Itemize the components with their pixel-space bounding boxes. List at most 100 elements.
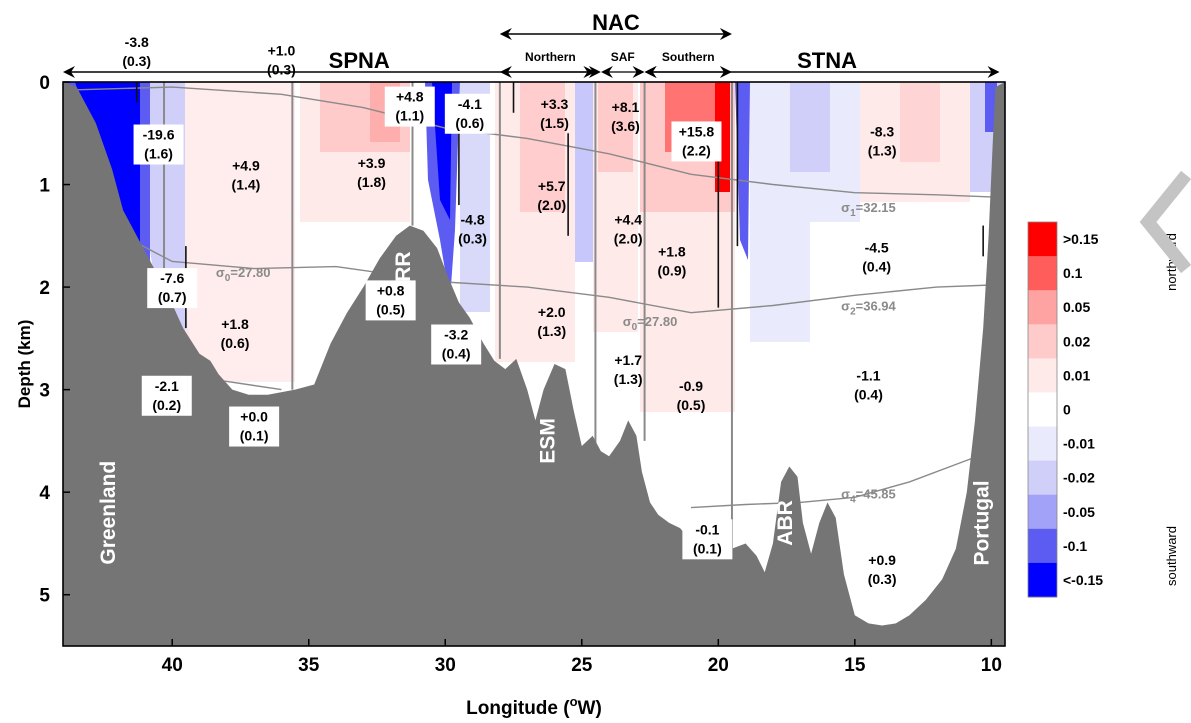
- transport-error: (1.3): [537, 323, 566, 339]
- transport-value: -19.6: [143, 127, 175, 143]
- colorbar-swatch: [1028, 426, 1057, 462]
- transport-value: +0.8: [377, 282, 405, 298]
- transport-value: +8.1: [612, 99, 640, 115]
- transport-value: +2.0: [538, 304, 566, 320]
- transport-error: (0.4): [442, 345, 471, 361]
- colorbar-bottom-label: southward: [1164, 526, 1179, 586]
- transport-value: -4.5: [865, 239, 889, 255]
- colorbar-swatch: [1028, 324, 1057, 359]
- transport-annotation: +15.8 (2.2): [671, 121, 722, 162]
- colorbar-swatch: [1028, 290, 1057, 325]
- transport-annotation: -7.6 (0.7): [147, 268, 198, 309]
- transport-value: +1.8: [658, 243, 686, 259]
- isopycnal-label: σ1=32.15: [841, 200, 896, 219]
- region-label: STNA: [797, 48, 857, 73]
- transport-error: (0.6): [455, 115, 484, 131]
- transport-value: -0.1: [695, 521, 719, 537]
- transport-value: +0.9: [868, 552, 896, 568]
- plot-frame: [62, 81, 1006, 647]
- transport-annotation: -3.8 (0.3): [122, 34, 151, 69]
- colorbar-label: 0.01: [1063, 367, 1090, 383]
- chevron-left-icon: [1139, 170, 1191, 274]
- transport-annotation: -2.1 (0.2): [141, 375, 192, 416]
- colorbar-label: >0.15: [1063, 231, 1099, 247]
- x-tick-label: 35: [298, 655, 320, 676]
- transport-value: +5.7: [538, 178, 566, 194]
- x-tick-label: 30: [435, 655, 456, 676]
- transport-value: -4.1: [458, 96, 482, 112]
- transport-value: -3.2: [444, 326, 468, 342]
- transport-error: (0.3): [267, 61, 296, 77]
- transport-error: (2.0): [537, 197, 566, 213]
- transport-annotation: +1.7 (1.3): [614, 352, 643, 387]
- transport-error: (0.3): [458, 231, 487, 247]
- x-tick-label: 15: [844, 655, 866, 676]
- topography-label: RR: [392, 251, 415, 281]
- transport-annotation: -4.1 (0.6): [444, 93, 495, 134]
- colorbar-label: -0.1: [1063, 538, 1087, 554]
- transport-annotation: +4.9 (1.4): [232, 157, 261, 192]
- x-tick-label: 40: [162, 655, 183, 676]
- colorbar-label: -0.05: [1063, 504, 1095, 520]
- transport-error: (0.2): [152, 397, 181, 413]
- isopycnal-line: [103, 224, 992, 314]
- colorbar-label: 0.05: [1063, 299, 1090, 315]
- y-tick-label: 2: [39, 278, 50, 299]
- transport-error: (0.7): [158, 289, 187, 305]
- colorbar-swatch: [1028, 460, 1057, 496]
- transport-value: +15.8: [679, 123, 715, 139]
- isopycnal-line: [690, 450, 992, 509]
- transport-value: -4.8: [461, 212, 485, 228]
- transport-error: (1.1): [395, 108, 424, 124]
- transport-error: (0.9): [657, 262, 686, 278]
- y-tick-label: 0: [39, 73, 50, 94]
- subregion-label: Northern: [525, 50, 576, 64]
- transport-annotation: +0.9 (0.3): [868, 552, 897, 587]
- transport-annotation: +5.7 (2.0): [537, 178, 566, 213]
- transport-value: +3.3: [541, 96, 569, 112]
- region-label: SPNA: [329, 48, 390, 73]
- transport-value: +1.7: [614, 352, 642, 368]
- transport-annotation: -3.2 (0.4): [431, 324, 482, 365]
- transport-value: +1.8: [221, 316, 249, 332]
- y-tick-label: 5: [39, 586, 50, 607]
- transport-error: (0.1): [240, 428, 269, 444]
- transport-annotation: +4.4 (2.0): [614, 212, 643, 247]
- transport-error: (0.5): [677, 397, 706, 413]
- transport-value: +3.9: [358, 155, 386, 171]
- transport-value: -8.3: [870, 123, 894, 139]
- transport-annotation: +3.9 (1.8): [357, 155, 386, 190]
- transport-value: -2.1: [155, 378, 179, 394]
- isopycnal-label: σ4=45.85: [841, 486, 896, 505]
- transport-value: +4.4: [614, 212, 642, 228]
- region-label: NAC: [592, 10, 640, 35]
- transport-error: (0.1): [693, 540, 722, 556]
- colorbar-swatch: [1028, 392, 1057, 428]
- transport-annotation: +1.8 (0.6): [221, 316, 250, 351]
- transport-error: (0.4): [854, 387, 883, 403]
- transport-annotation: -8.3 (1.3): [868, 123, 897, 158]
- transport-value: -3.8: [125, 34, 149, 50]
- transport-error: (2.0): [614, 231, 643, 247]
- transport-error: (0.3): [868, 571, 897, 587]
- transport-error: (1.5): [540, 115, 569, 131]
- colorbar-swatch: [1028, 562, 1057, 598]
- transport-error: (0.4): [862, 258, 891, 274]
- transport-annotation: -19.6 (1.6): [133, 124, 184, 165]
- subregion-label: Southern: [662, 50, 715, 64]
- transport-annotation: +0.0 (0.1): [229, 406, 280, 447]
- transport-value: -0.9: [679, 378, 703, 394]
- y-tick-label: 3: [39, 381, 50, 402]
- transport-annotation: +2.0 (1.3): [537, 304, 566, 339]
- transport-value: +0.0: [240, 409, 268, 425]
- y-tick-label: 1: [39, 176, 50, 197]
- colorbar-swatch: [1028, 256, 1057, 291]
- transport-value: +4.8: [396, 89, 424, 105]
- isopycnal-label: σ2=36.94: [841, 299, 896, 318]
- topography-label: Portugal: [971, 480, 994, 565]
- colorbar-label: -0.01: [1063, 436, 1095, 452]
- transport-value: +4.9: [232, 157, 260, 173]
- transport-annotation: +8.1 (3.6): [611, 99, 640, 134]
- isopycnal-label: σ0=27.80: [623, 314, 678, 333]
- transport-error: (0.5): [376, 301, 405, 317]
